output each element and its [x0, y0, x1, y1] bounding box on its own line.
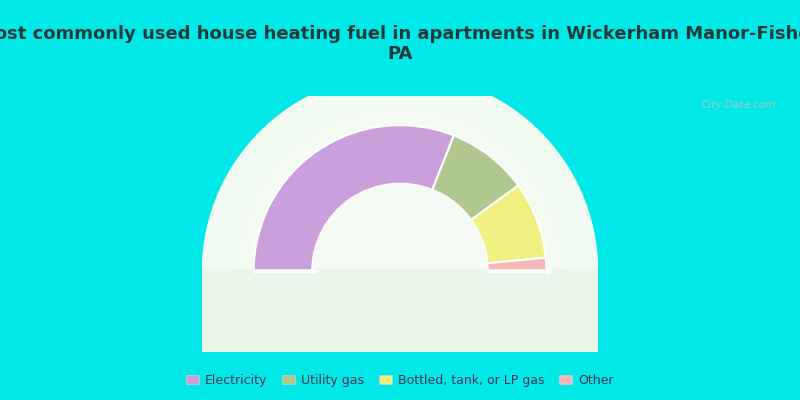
Circle shape: [338, 209, 462, 334]
Circle shape: [212, 84, 588, 400]
Circle shape: [285, 156, 515, 387]
Circle shape: [324, 196, 476, 347]
Circle shape: [314, 186, 486, 357]
Wedge shape: [471, 186, 546, 263]
Circle shape: [222, 94, 578, 400]
Circle shape: [334, 206, 466, 337]
Circle shape: [202, 74, 598, 400]
Circle shape: [232, 104, 568, 400]
Circle shape: [350, 222, 450, 321]
Circle shape: [278, 150, 522, 393]
Circle shape: [364, 235, 436, 308]
Circle shape: [387, 258, 413, 285]
Circle shape: [246, 117, 554, 400]
Circle shape: [275, 146, 525, 397]
FancyArrow shape: [254, 269, 318, 274]
Circle shape: [341, 212, 459, 331]
Circle shape: [357, 229, 443, 314]
Circle shape: [262, 133, 538, 400]
Circle shape: [255, 127, 545, 400]
Circle shape: [235, 107, 565, 400]
Circle shape: [249, 120, 551, 400]
Circle shape: [331, 202, 469, 341]
Circle shape: [311, 183, 489, 360]
Circle shape: [291, 163, 509, 380]
Legend: Electricity, Utility gas, Bottled, tank, or LP gas, Other: Electricity, Utility gas, Bottled, tank,…: [182, 369, 618, 392]
Wedge shape: [254, 125, 454, 272]
Circle shape: [321, 192, 479, 350]
Circle shape: [394, 265, 406, 278]
Circle shape: [305, 176, 495, 367]
Circle shape: [268, 140, 532, 400]
Circle shape: [354, 226, 446, 318]
Circle shape: [298, 170, 502, 374]
Circle shape: [282, 153, 518, 390]
Circle shape: [318, 189, 482, 354]
Circle shape: [229, 100, 571, 400]
Wedge shape: [487, 258, 546, 272]
Circle shape: [216, 87, 584, 400]
Circle shape: [367, 238, 433, 304]
Circle shape: [383, 255, 417, 288]
FancyBboxPatch shape: [195, 268, 605, 359]
Circle shape: [308, 179, 492, 364]
Circle shape: [271, 143, 529, 400]
Circle shape: [206, 77, 594, 400]
Circle shape: [377, 248, 423, 294]
Circle shape: [252, 123, 548, 400]
FancyArrow shape: [488, 269, 553, 274]
Text: Most commonly used house heating fuel in apartments in Wickerham Manor-Fisher,
P: Most commonly used house heating fuel in…: [0, 25, 800, 63]
Circle shape: [390, 262, 410, 281]
Circle shape: [209, 80, 591, 400]
Circle shape: [258, 130, 542, 400]
Circle shape: [219, 90, 581, 400]
Text: City-Data.com: City-Data.com: [702, 100, 776, 110]
Circle shape: [288, 160, 512, 384]
Circle shape: [397, 268, 403, 275]
Circle shape: [302, 173, 498, 370]
Circle shape: [344, 216, 456, 328]
Circle shape: [265, 136, 535, 400]
Circle shape: [370, 242, 430, 301]
Circle shape: [361, 232, 439, 311]
Circle shape: [226, 97, 574, 400]
Circle shape: [242, 114, 558, 400]
Circle shape: [294, 166, 506, 377]
Wedge shape: [432, 136, 518, 220]
Wedge shape: [312, 184, 488, 272]
Circle shape: [238, 110, 562, 400]
Circle shape: [380, 252, 420, 291]
Circle shape: [327, 199, 473, 344]
Circle shape: [374, 245, 426, 298]
Circle shape: [347, 219, 453, 324]
